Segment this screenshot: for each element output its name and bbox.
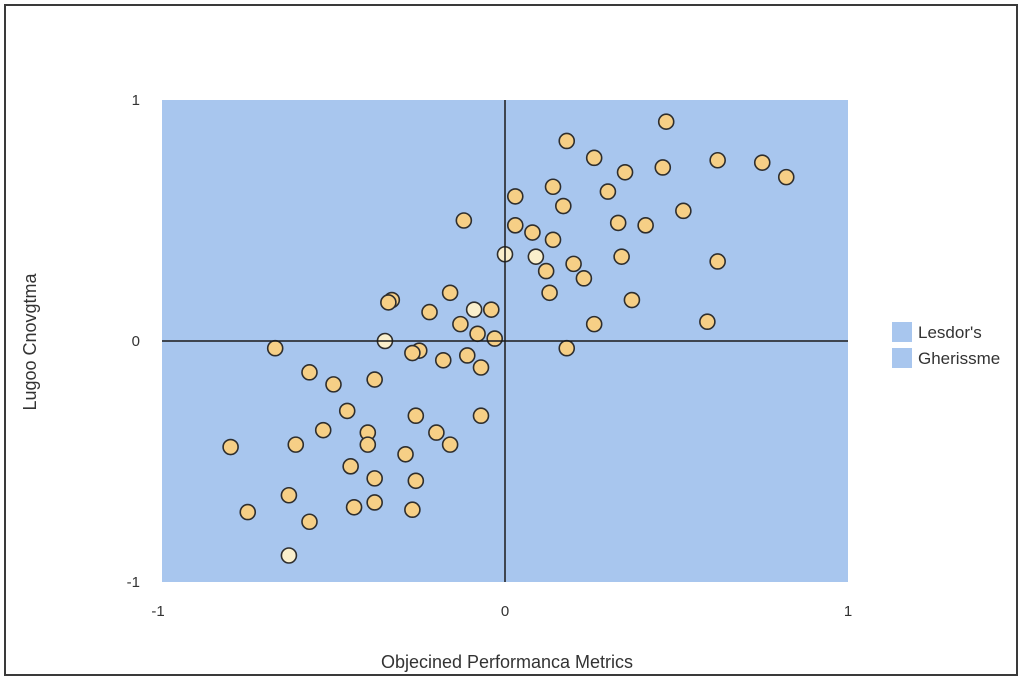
data-point-43: [404, 344, 421, 362]
y-tick-label-middle: 0: [132, 333, 140, 350]
data-point-13: [455, 212, 473, 229]
data-point-53: [314, 421, 332, 439]
data-point-34: [585, 315, 603, 333]
x-tick-label-middle: 0: [501, 603, 509, 620]
data-point-70: [280, 547, 298, 564]
data-point-3: [654, 159, 672, 176]
legend-label-gherissme: Gherissme: [918, 349, 1000, 368]
data-point-32: [465, 301, 483, 318]
data-point-50: [338, 402, 356, 420]
x-axis-title: Objecined Performanca Metrics: [381, 652, 633, 672]
x-tick-label-left: -1: [151, 603, 164, 620]
legend-swatch-lesdors: [892, 322, 912, 342]
data-point-47: [301, 364, 318, 381]
data-point-21: [613, 248, 630, 265]
data-point-10: [506, 188, 524, 205]
data-point-22: [709, 253, 726, 270]
data-point-16: [506, 217, 524, 234]
data-point-12: [675, 202, 692, 220]
data-point-69: [301, 513, 318, 531]
y-tick-label-top: 1: [132, 92, 140, 109]
data-point-17: [524, 224, 541, 241]
data-point-14: [609, 214, 627, 232]
data-point-45: [434, 351, 452, 369]
data-point-66: [345, 498, 363, 516]
data-point-65: [366, 494, 383, 511]
data-point-52: [407, 407, 425, 425]
data-point-11: [555, 197, 572, 215]
data-point-58: [441, 436, 459, 453]
data-point-26: [541, 284, 558, 302]
data-point-48: [366, 371, 383, 388]
data-point-2: [585, 149, 603, 167]
data-point-62: [366, 470, 383, 487]
data-point-33: [421, 303, 438, 321]
data-point-38: [486, 330, 504, 347]
data-point-24: [537, 262, 555, 280]
data-point-9: [599, 183, 617, 200]
data-point-8: [544, 178, 562, 196]
data-point-25: [575, 270, 593, 287]
data-point-46: [472, 359, 490, 376]
data-point-15: [637, 217, 654, 234]
y-axis-title: Lugoo Cnovgtma: [20, 272, 40, 410]
data-point-23: [565, 255, 582, 273]
data-point-60: [397, 445, 414, 463]
data-point-37: [469, 325, 486, 343]
data-point-7: [616, 164, 634, 181]
data-point-67: [404, 501, 421, 519]
data-point-41: [266, 339, 284, 357]
data-point-27: [441, 284, 459, 302]
legend-swatch-gherissme: [892, 348, 912, 368]
data-point-56: [359, 436, 377, 453]
data-point-36: [452, 315, 469, 333]
data-point-44: [458, 347, 476, 364]
data-point-61: [342, 458, 359, 475]
data-point-57: [287, 436, 305, 453]
data-point-35: [699, 313, 716, 331]
data-point-59: [222, 438, 239, 456]
data-point-68: [239, 503, 257, 521]
data-point-18: [544, 231, 562, 249]
data-point-31: [482, 301, 500, 318]
points-layer: [222, 113, 795, 564]
data-point-5: [753, 154, 771, 171]
data-point-40: [558, 339, 576, 357]
data-point-55: [428, 424, 445, 441]
data-point-30: [380, 294, 397, 311]
data-point-63: [407, 472, 425, 490]
data-point-6: [777, 168, 795, 186]
data-point-51: [472, 407, 490, 425]
data-point-49: [325, 376, 342, 393]
y-tick-label-bottom: -1: [127, 574, 140, 591]
x-tick-label-right: 1: [844, 603, 852, 620]
legend-label-lesdors: Lesdor's: [918, 323, 982, 342]
data-point-20: [527, 248, 545, 265]
data-point-0: [657, 113, 675, 130]
data-point-28: [623, 291, 641, 309]
data-point-4: [709, 151, 726, 169]
data-point-1: [558, 132, 576, 150]
data-point-64: [280, 486, 298, 504]
